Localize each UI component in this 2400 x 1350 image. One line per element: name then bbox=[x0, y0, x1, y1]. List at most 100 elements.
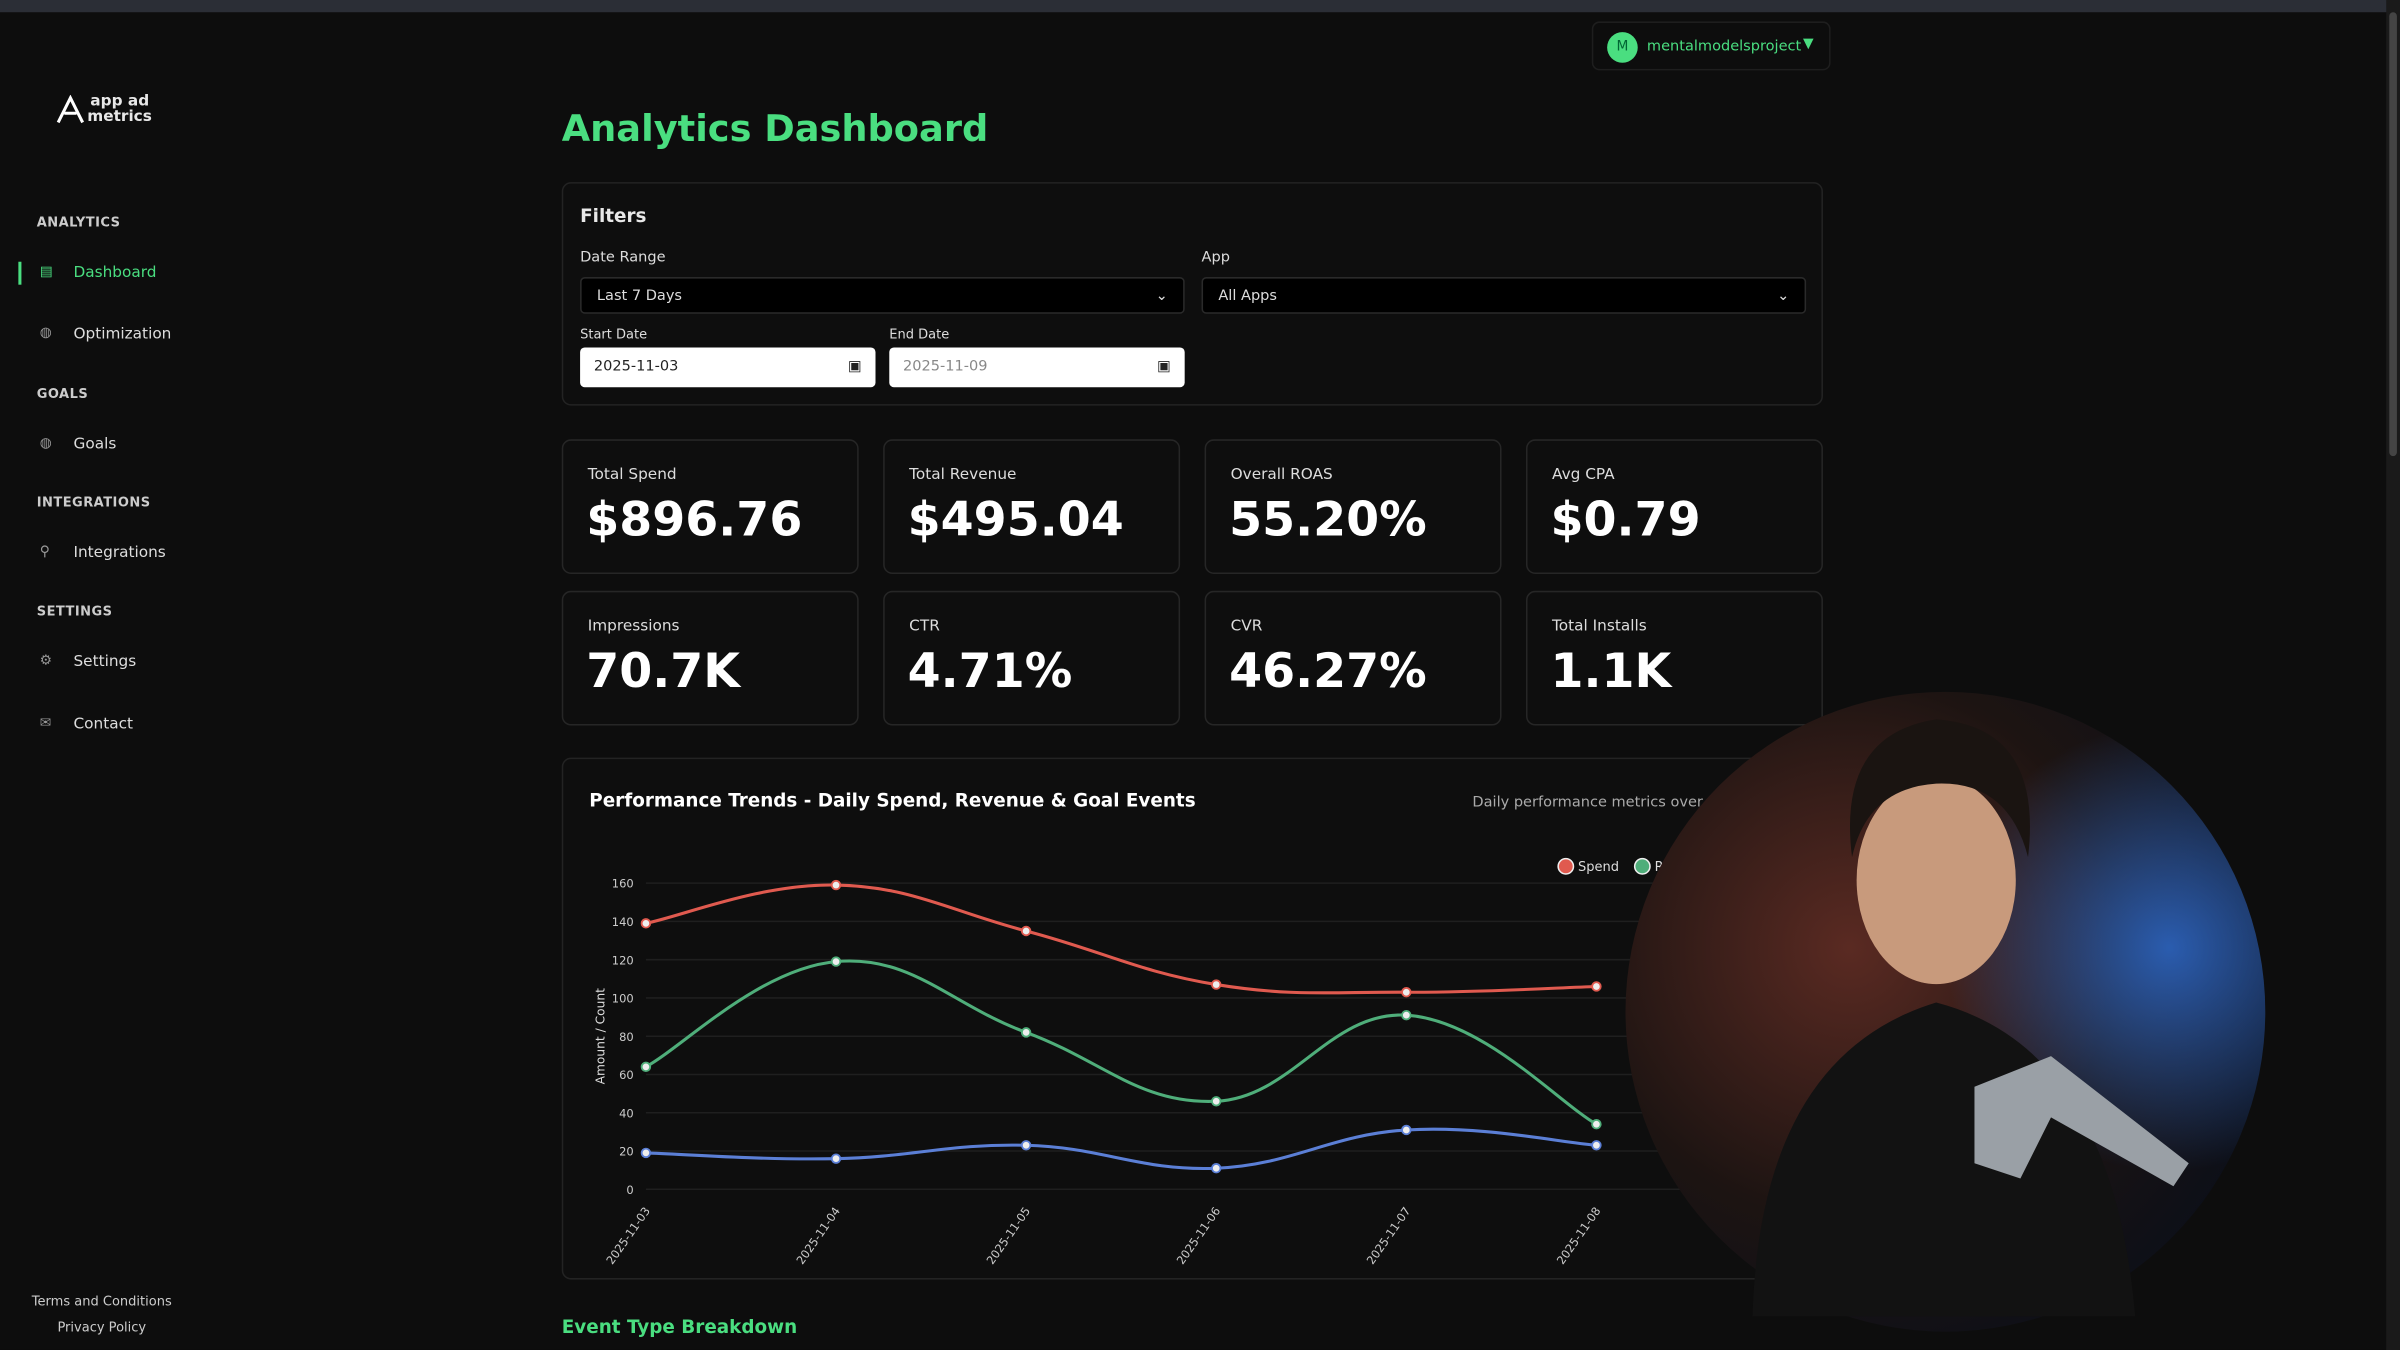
data-point bbox=[830, 879, 842, 891]
filters-title: Filters bbox=[580, 205, 647, 227]
kpi-label: Avg CPA bbox=[1552, 466, 1615, 484]
data-point bbox=[830, 956, 842, 967]
chart: Performance Trends - Daily Spend, Revenu… bbox=[589, 791, 1787, 1267]
data-point bbox=[1020, 925, 1032, 937]
x-tick-label: 2025-11-05 bbox=[983, 1204, 1033, 1267]
nav-heading: INTEGRATIONS bbox=[36, 495, 151, 512]
nav-item[interactable]: Optimization bbox=[73, 326, 172, 343]
data-point bbox=[1211, 979, 1222, 990]
kpi-value: $896.76 bbox=[586, 492, 803, 548]
brand-line: metrics bbox=[87, 108, 152, 126]
kpi-value: $495.04 bbox=[907, 492, 1124, 548]
date-range-select[interactable]: Last 7 Days ⌄ bbox=[580, 277, 1185, 314]
brand-line: app ad bbox=[90, 93, 150, 111]
data-point bbox=[1591, 981, 1602, 992]
nav-item[interactable]: Settings bbox=[73, 653, 137, 671]
data-point bbox=[1211, 1096, 1222, 1107]
footer-link[interactable]: Privacy Policy bbox=[57, 1320, 147, 1337]
date-value: 2025-11-09 bbox=[903, 358, 988, 375]
active-indicator bbox=[18, 261, 22, 285]
user-name: mentalmodelsproject bbox=[1646, 38, 1802, 56]
nav-icon: ◍ bbox=[39, 326, 52, 342]
kpi-card: Overall ROAS 55.20% bbox=[1204, 439, 1502, 574]
kpi-value: 46.27% bbox=[1229, 644, 1427, 700]
y-tick-label: 160 bbox=[612, 877, 634, 891]
logo[interactable]: app ad metrics bbox=[55, 93, 152, 126]
data-point bbox=[1020, 1027, 1032, 1038]
chart-subtitle: Daily performance metrics over sel bbox=[1472, 795, 1728, 811]
kpi-card: Total Spend $896.76 bbox=[561, 439, 859, 574]
select-value: All Apps bbox=[1218, 287, 1277, 305]
legend-label: Spend bbox=[1578, 860, 1619, 875]
kpi-value: $0.79 bbox=[1550, 492, 1701, 548]
data-point bbox=[1401, 1124, 1412, 1136]
nav-icon: ◍ bbox=[39, 436, 52, 452]
x-tick-label: 2025-11-08 bbox=[1554, 1204, 1604, 1267]
nav-icon: ✉ bbox=[39, 716, 52, 732]
field-label: App bbox=[1201, 249, 1230, 267]
start-date-input[interactable]: 2025-11-03 ▣ bbox=[580, 347, 876, 388]
kpi-value: 4.71% bbox=[907, 644, 1073, 700]
kpi-label: Total Revenue bbox=[909, 466, 1017, 484]
footer-link[interactable]: Terms and Conditions bbox=[31, 1294, 172, 1311]
y-tick-label: 20 bbox=[619, 1145, 634, 1159]
kpi-label: Impressions bbox=[587, 618, 680, 636]
kpi-card: CVR 46.27% bbox=[1204, 590, 1502, 726]
y-tick-label: 0 bbox=[626, 1183, 633, 1197]
end-date-input[interactable]: 2025-11-09 ▣ bbox=[889, 347, 1185, 388]
kpi-card: Avg CPA $0.79 bbox=[1526, 439, 1823, 574]
kpi-card: Impressions 70.7K bbox=[561, 590, 859, 726]
nav-icon: ▤ bbox=[39, 264, 53, 281]
page-title: Analytics Dashboard bbox=[561, 107, 989, 150]
data-point bbox=[640, 1147, 652, 1159]
user-menu[interactable]: M mentalmodelsproject ▼ bbox=[1591, 21, 1831, 71]
data-point bbox=[1591, 1140, 1602, 1151]
nav-icon: ⚙ bbox=[39, 653, 53, 669]
x-tick-label: 2025-11-07 bbox=[1364, 1204, 1414, 1267]
logo-icon bbox=[56, 94, 85, 124]
data-point bbox=[640, 918, 652, 929]
y-tick-label: 120 bbox=[612, 953, 634, 967]
nav-heading: ANALYTICS bbox=[36, 215, 121, 232]
series-line bbox=[645, 883, 1597, 995]
kpi-card: CTR 4.71% bbox=[883, 590, 1181, 726]
y-tick-label: 40 bbox=[619, 1106, 634, 1120]
scrollbar[interactable] bbox=[2386, 0, 2400, 1350]
date-value: 2025-11-03 bbox=[593, 358, 679, 375]
y-tick-label: 100 bbox=[612, 992, 634, 1006]
kpi-value: 55.20% bbox=[1229, 492, 1427, 548]
legend-swatch bbox=[1633, 857, 1651, 875]
nav-item[interactable]: Contact bbox=[73, 716, 134, 734]
filters-card: Filters Date Range Last 7 Days ⌄ App All … bbox=[561, 182, 1823, 406]
legend-swatch bbox=[1557, 857, 1575, 875]
data-point bbox=[1591, 1119, 1602, 1130]
nav-heading: GOALS bbox=[36, 387, 89, 403]
field-label: Date Range bbox=[580, 249, 666, 267]
nav-item[interactable]: Integrations bbox=[73, 544, 166, 562]
avatar: M bbox=[1607, 32, 1638, 63]
kpi-label: CTR bbox=[909, 618, 940, 636]
kpi-card: Total Revenue $495.04 bbox=[883, 439, 1181, 574]
data-point bbox=[1401, 987, 1412, 998]
nav-item[interactable]: Goals bbox=[73, 436, 117, 454]
app-select[interactable]: All Apps ⌄ bbox=[1201, 277, 1807, 314]
y-tick-label: 80 bbox=[619, 1030, 634, 1044]
x-tick-label: 2025-11-04 bbox=[793, 1204, 843, 1267]
y-tick-label: 140 bbox=[612, 915, 634, 929]
kpi-label: CVR bbox=[1230, 618, 1263, 636]
kpi-value: 1.1K bbox=[1550, 644, 1672, 700]
nav-item[interactable]: Dashboard bbox=[73, 264, 157, 282]
kpi-value: 70.7K bbox=[586, 644, 741, 700]
field-label: Start Date bbox=[580, 327, 648, 343]
chart-card: Performance Trends - Daily Spend, Revenu… bbox=[561, 757, 1823, 1280]
kpi-card: Total Installs 1.1K bbox=[1526, 590, 1823, 726]
nav-icon: ⚲ bbox=[39, 544, 50, 561]
y-tick-label: 60 bbox=[619, 1068, 634, 1082]
data-point bbox=[1211, 1163, 1222, 1174]
webcam-overlay bbox=[1625, 691, 2266, 1332]
chart-title: Performance Trends - Daily Spend, Revenu… bbox=[589, 791, 1195, 812]
nav-heading: SETTINGS bbox=[36, 604, 113, 620]
data-point bbox=[1401, 1009, 1412, 1021]
